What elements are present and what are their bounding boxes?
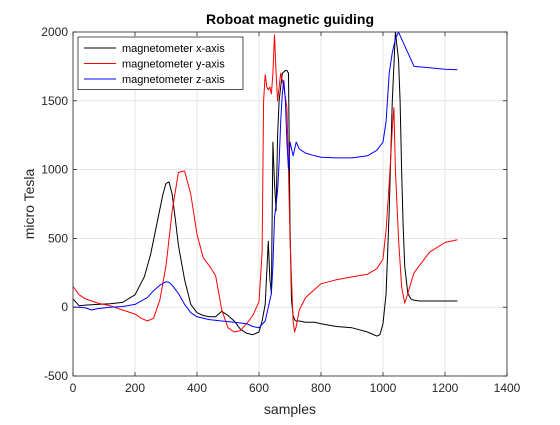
y-tick-label: 1500	[41, 94, 68, 108]
legend-label-2: magnetometer y-axis	[122, 59, 225, 71]
axis-ticks: 0 200 400 600 800 1000 1200 1400-50005001000150…	[41, 25, 520, 395]
y-tick-label: 2000	[41, 25, 68, 39]
legend: magnetometer x-axis magnetometer y-axis ma…	[77, 36, 244, 90]
x-tick-label: 600	[249, 381, 269, 395]
y-tick-label: 1000	[41, 163, 68, 177]
y-tick-label: 0	[61, 300, 68, 314]
x-tick-label: 0	[70, 381, 77, 395]
x-tick-label: 1200	[432, 381, 459, 395]
x-tick-label: 200	[125, 381, 145, 395]
series-line-2	[73, 34, 458, 333]
series-line-3	[73, 32, 458, 329]
legend-label-3: magnetometer z-axis	[122, 74, 225, 86]
x-tick-label: 400	[187, 381, 207, 395]
x-axis-label: samples	[264, 401, 316, 417]
legend-label-1: magnetometer x-axis	[122, 43, 225, 55]
chart-title: Roboat magnetic guiding	[206, 11, 374, 27]
x-tick-label: 800	[311, 381, 331, 395]
x-tick-label: 1000	[370, 381, 397, 395]
y-axis-label: micro Tesla	[21, 169, 37, 240]
x-tick-label: 1400	[494, 381, 521, 395]
series-lines	[73, 32, 458, 337]
y-tick-label: -500	[44, 369, 68, 383]
y-tick-label: 500	[48, 231, 68, 245]
series-line-1	[73, 32, 458, 337]
plot-frame	[72, 31, 508, 377]
